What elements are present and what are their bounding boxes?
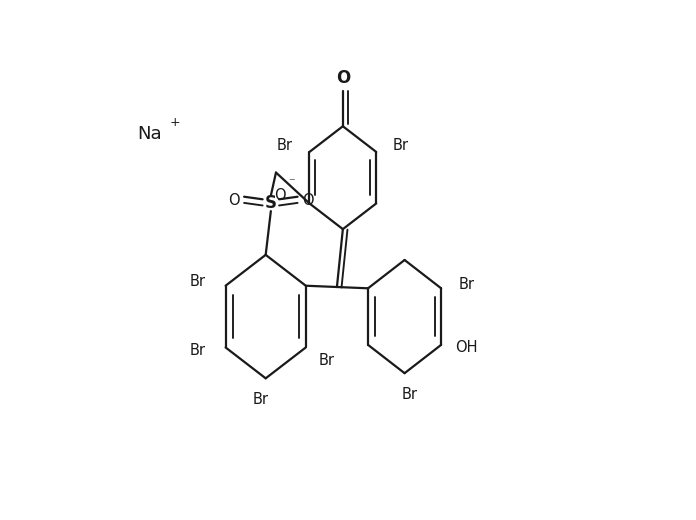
Text: O: O [302,193,314,209]
Text: Br: Br [189,274,205,289]
Text: Br: Br [253,393,269,408]
Text: Br: Br [318,353,334,368]
Text: Br: Br [393,138,409,153]
Text: S: S [265,194,277,212]
Text: OH: OH [456,340,478,355]
Text: O: O [228,193,239,209]
Text: Br: Br [459,277,475,292]
Text: Br: Br [277,138,293,153]
Text: Br: Br [402,387,418,402]
Text: Na: Na [138,125,162,143]
Text: O: O [274,188,285,203]
Text: Br: Br [189,343,205,358]
Text: ⁻: ⁻ [288,176,294,189]
Text: +: + [169,116,180,129]
Text: O: O [335,69,350,87]
